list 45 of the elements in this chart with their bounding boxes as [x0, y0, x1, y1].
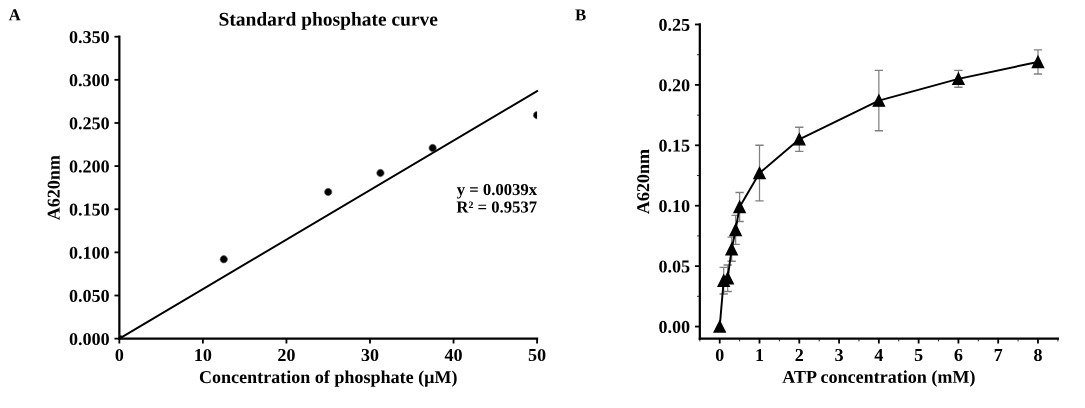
x-tick-label: 0: [115, 348, 124, 362]
x-tick-label: 7: [994, 349, 1003, 361]
y-tick-label: 0.100: [69, 246, 109, 259]
x-tick-label: 6: [954, 348, 963, 362]
point: [725, 242, 738, 256]
x-tick-label: 8: [1034, 348, 1042, 362]
y-tick-label: 0.050: [69, 289, 109, 303]
y-tick-label: 0.300: [69, 74, 109, 87]
x-tick-label: 5: [914, 349, 923, 362]
x-tick-label: 3: [835, 348, 843, 362]
y-tick-label: 0.20: [659, 79, 690, 92]
point: [793, 133, 806, 146]
x-tick-label: 10: [195, 348, 212, 362]
y-tick-label: 0.05: [659, 260, 690, 273]
annotation: y = 0.0039x R² = 0.9537: [456, 183, 537, 213]
x-tick-label: 4: [874, 349, 884, 361]
x-tick-label: 40: [444, 348, 462, 362]
point: [1031, 55, 1045, 69]
x-tick-label: 1: [756, 348, 764, 361]
text: A: [8, 9, 21, 21]
x-tick-label: 30: [361, 348, 379, 362]
y-tick-label: 0.150: [69, 203, 109, 216]
y-tick-label: 0.350: [69, 30, 109, 44]
x-axis-title: ATP concentration (mM): [782, 370, 975, 387]
x-tick-label: 0: [715, 348, 724, 362]
x-tick-label: 2: [795, 348, 804, 361]
x-axis-title: Concentration of phosphate (μM): [199, 370, 457, 387]
y-tick-label: 0.00: [659, 320, 690, 334]
point: [729, 223, 742, 237]
point: [713, 320, 726, 333]
y-tick-label: 0.10: [659, 199, 690, 213]
y-tick-label: 0.250: [69, 117, 109, 130]
y-tick-label: 0.000: [69, 332, 109, 346]
x-tick-label: 20: [278, 348, 295, 362]
point: [872, 94, 886, 107]
y-tick-label: 0.25: [659, 18, 690, 31]
x-tick-label: 50: [528, 348, 546, 362]
y-axis-title: A620nm: [47, 155, 60, 221]
point: [753, 166, 766, 180]
text: B: [575, 9, 586, 21]
chart-title: Standard phosphate curve: [219, 12, 438, 30]
point: [733, 200, 746, 214]
y-tick-label: 0.200: [69, 160, 109, 173]
y-axis-title: A620nm: [637, 149, 650, 214]
y-tick-label: 0.15: [659, 139, 690, 152]
